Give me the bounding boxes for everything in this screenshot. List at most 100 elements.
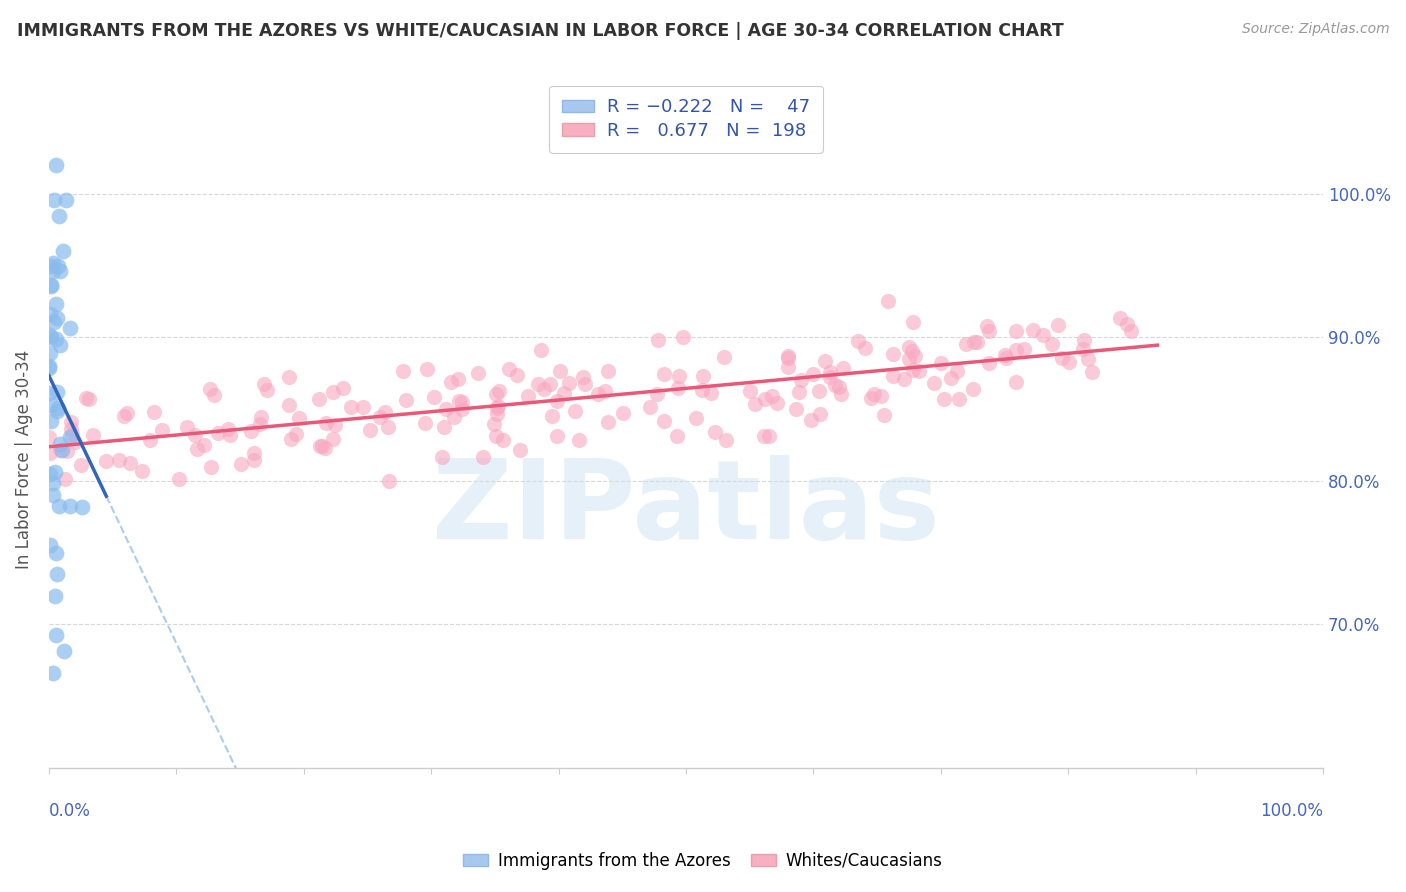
Point xyxy=(692,383,714,397)
Point xyxy=(46,384,69,399)
Point xyxy=(1057,355,1080,369)
Point xyxy=(485,401,508,416)
Point xyxy=(1116,318,1139,332)
Point xyxy=(593,384,616,398)
Point xyxy=(517,389,540,403)
Point xyxy=(314,441,336,455)
Point xyxy=(665,429,688,443)
Point xyxy=(38,259,60,273)
Point xyxy=(139,433,162,447)
Point xyxy=(193,438,215,452)
Point xyxy=(498,361,520,376)
Point xyxy=(287,410,309,425)
Point xyxy=(45,546,67,560)
Point xyxy=(758,429,780,443)
Point xyxy=(423,390,446,404)
Point xyxy=(285,426,308,441)
Point xyxy=(38,385,60,400)
Point xyxy=(509,443,531,458)
Point xyxy=(443,409,465,424)
Point xyxy=(776,351,799,365)
Point xyxy=(48,437,70,451)
Point xyxy=(200,459,222,474)
Point xyxy=(685,411,707,425)
Point xyxy=(250,410,273,425)
Point xyxy=(830,386,852,401)
Point xyxy=(45,297,67,311)
Point xyxy=(776,350,799,364)
Point xyxy=(56,443,79,458)
Point xyxy=(1073,333,1095,347)
Point xyxy=(541,409,564,423)
Point xyxy=(904,349,927,363)
Point xyxy=(1121,324,1143,338)
Point xyxy=(59,430,82,444)
Text: Source: ZipAtlas.com: Source: ZipAtlas.com xyxy=(1241,22,1389,37)
Point xyxy=(873,408,896,422)
Point xyxy=(787,384,810,399)
Point xyxy=(55,193,77,207)
Point xyxy=(714,434,737,448)
Point xyxy=(699,385,721,400)
Point xyxy=(41,666,63,681)
Point xyxy=(107,452,129,467)
Point xyxy=(48,209,70,223)
Point xyxy=(820,370,842,384)
Point xyxy=(243,446,266,460)
Point xyxy=(588,386,610,401)
Point xyxy=(38,359,60,374)
Point xyxy=(1050,351,1073,365)
Point xyxy=(647,387,669,401)
Point xyxy=(131,464,153,478)
Point xyxy=(44,465,66,479)
Point xyxy=(754,392,776,407)
Text: 100.0%: 100.0% xyxy=(1260,802,1323,820)
Point xyxy=(994,351,1017,366)
Point xyxy=(374,405,396,419)
Point xyxy=(977,324,1000,338)
Point xyxy=(568,433,591,447)
Point xyxy=(546,429,568,443)
Point xyxy=(46,566,69,581)
Point xyxy=(413,416,436,430)
Point xyxy=(44,590,66,604)
Point xyxy=(256,383,278,397)
Point xyxy=(240,424,263,438)
Point xyxy=(315,417,337,431)
Point xyxy=(451,401,474,416)
Point xyxy=(253,377,276,392)
Point xyxy=(485,429,508,443)
Point xyxy=(962,382,984,396)
Point xyxy=(44,332,66,346)
Point xyxy=(666,380,689,394)
Point xyxy=(1004,376,1026,390)
Point xyxy=(486,407,509,421)
Point xyxy=(42,475,65,490)
Point xyxy=(167,472,190,486)
Point xyxy=(808,407,831,421)
Point xyxy=(877,294,900,309)
Point xyxy=(41,330,63,344)
Point xyxy=(939,371,962,385)
Y-axis label: In Labor Force | Age 30-34: In Labor Force | Age 30-34 xyxy=(15,350,32,569)
Point xyxy=(908,364,931,378)
Point xyxy=(1022,323,1045,337)
Point xyxy=(801,367,824,381)
Point xyxy=(901,315,924,329)
Point xyxy=(467,366,489,380)
Point xyxy=(612,406,634,420)
Point xyxy=(1077,352,1099,367)
Point xyxy=(39,345,62,359)
Point xyxy=(62,427,84,442)
Point xyxy=(526,377,548,392)
Point xyxy=(217,422,239,436)
Point xyxy=(229,457,252,471)
Point xyxy=(654,368,676,382)
Point xyxy=(704,425,727,440)
Point xyxy=(574,377,596,392)
Point xyxy=(52,644,75,658)
Point xyxy=(70,458,93,473)
Point xyxy=(39,467,62,481)
Point xyxy=(202,388,225,402)
Point xyxy=(828,380,851,394)
